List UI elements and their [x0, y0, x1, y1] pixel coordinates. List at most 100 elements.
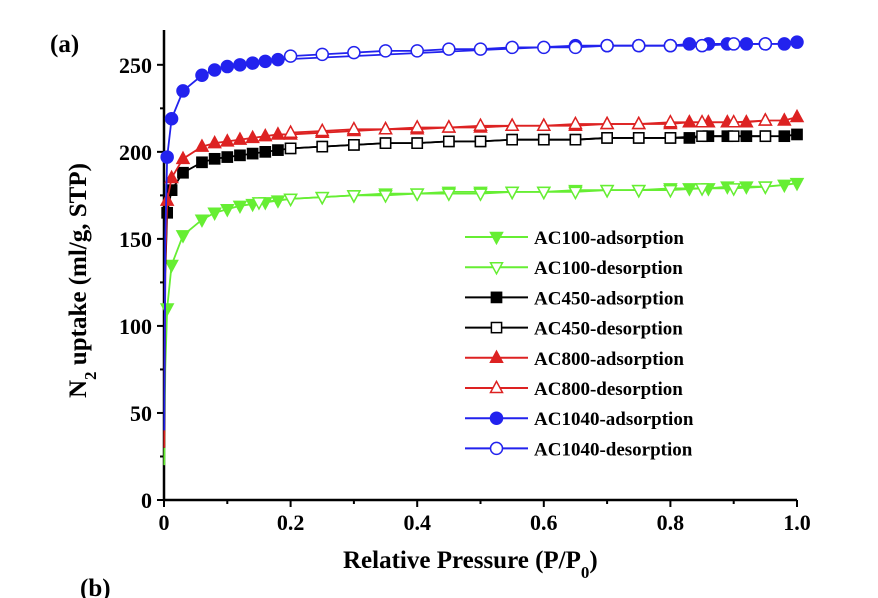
y-axis-title: N2 uptake (ml/g, STP) — [65, 163, 100, 398]
data-point — [232, 131, 248, 145]
data-point — [695, 38, 709, 53]
series-ac450-desorption — [284, 130, 772, 155]
data-point — [378, 44, 393, 58]
data-point — [409, 119, 425, 133]
data-point — [537, 133, 550, 146]
data-point — [164, 169, 179, 184]
data-point — [220, 133, 235, 147]
series-ac100-adsorption — [159, 177, 805, 466]
data-point — [664, 132, 677, 144]
y-tick-label: 250 — [119, 53, 152, 78]
legend-marker — [489, 261, 504, 276]
data-point — [537, 40, 551, 55]
legend-marker — [489, 411, 504, 425]
data-point — [284, 142, 297, 155]
data-point — [441, 188, 457, 202]
data-point — [246, 147, 259, 160]
data-point — [789, 177, 805, 192]
legend-label: AC450-adsorption — [534, 288, 684, 309]
data-point — [159, 192, 175, 206]
data-point — [347, 45, 361, 60]
y-tick-label: 200 — [119, 140, 152, 165]
panel-label-b: (b) — [80, 575, 111, 598]
data-point — [176, 84, 190, 98]
data-point — [632, 132, 645, 144]
data-point — [663, 184, 678, 199]
data-point — [283, 193, 298, 208]
data-point — [473, 42, 488, 56]
data-point — [314, 191, 330, 206]
data-point — [221, 151, 234, 163]
data-point — [315, 47, 329, 62]
legend-marker — [489, 441, 504, 456]
legend-entry: AC800-desorption — [465, 379, 683, 400]
data-point — [346, 121, 362, 135]
data-point — [194, 138, 210, 152]
legend-label: AC100-desorption — [534, 258, 683, 279]
data-point — [663, 38, 678, 53]
data-point — [270, 126, 286, 140]
data-point — [283, 124, 298, 138]
data-point — [411, 137, 424, 149]
legend-label: AC1040-adsorption — [534, 409, 694, 430]
data-point — [632, 38, 646, 53]
data-point — [696, 130, 708, 143]
data-point — [271, 52, 285, 67]
legend-marker — [489, 349, 504, 364]
data-point — [777, 37, 792, 51]
data-point — [441, 119, 457, 133]
data-point — [506, 133, 518, 146]
legend-marker — [490, 321, 503, 334]
series-ac1040-desorption — [283, 37, 773, 63]
data-point — [410, 44, 424, 58]
data-point — [758, 181, 773, 195]
data-point — [789, 108, 805, 123]
data-point — [568, 40, 583, 55]
data-point — [473, 117, 488, 131]
x-tick-label: 1.0 — [783, 510, 811, 535]
data-point — [726, 114, 741, 128]
y-tick-label: 50 — [130, 401, 152, 426]
data-point — [601, 132, 613, 144]
data-point — [726, 183, 741, 197]
legend-entry: AC1040-adsorption — [465, 409, 694, 430]
data-point — [272, 144, 284, 156]
data-point — [348, 139, 360, 151]
series-ac800-adsorption — [159, 108, 805, 448]
data-point — [175, 230, 191, 244]
y-tick-label: 150 — [119, 227, 152, 252]
data-point — [233, 58, 247, 72]
legend-entry: AC450-desorption — [465, 319, 683, 340]
legend-label: AC800-desorption — [534, 379, 683, 400]
data-point — [207, 207, 222, 221]
data-point — [207, 134, 222, 149]
legend-label: AC800-adsorption — [534, 349, 684, 370]
data-point — [258, 128, 273, 142]
series-ac1040-adsorption — [160, 35, 804, 431]
data-point — [208, 152, 221, 165]
series-ac100-desorption — [251, 181, 773, 211]
x-tick-label: 0.6 — [530, 510, 558, 535]
data-point — [778, 130, 791, 143]
data-point — [504, 186, 520, 201]
data-point — [568, 115, 583, 130]
data-point — [177, 166, 189, 179]
data-point — [758, 37, 773, 51]
series-ac800-desorption — [283, 112, 773, 138]
data-point — [536, 186, 552, 201]
legend-entry: AC1040-desorption — [465, 439, 693, 460]
data-point — [196, 156, 208, 169]
data-point — [346, 190, 362, 204]
data-point — [378, 190, 393, 204]
series-line — [290, 119, 766, 134]
legend-entry: AC450-adsorption — [465, 288, 684, 309]
data-point — [220, 59, 235, 74]
data-point — [726, 37, 741, 51]
data-point — [682, 114, 697, 128]
panel-label-a: (a) — [50, 31, 79, 58]
data-point — [164, 112, 179, 126]
data-point — [759, 130, 772, 143]
data-point — [160, 150, 174, 164]
data-point — [694, 114, 710, 128]
